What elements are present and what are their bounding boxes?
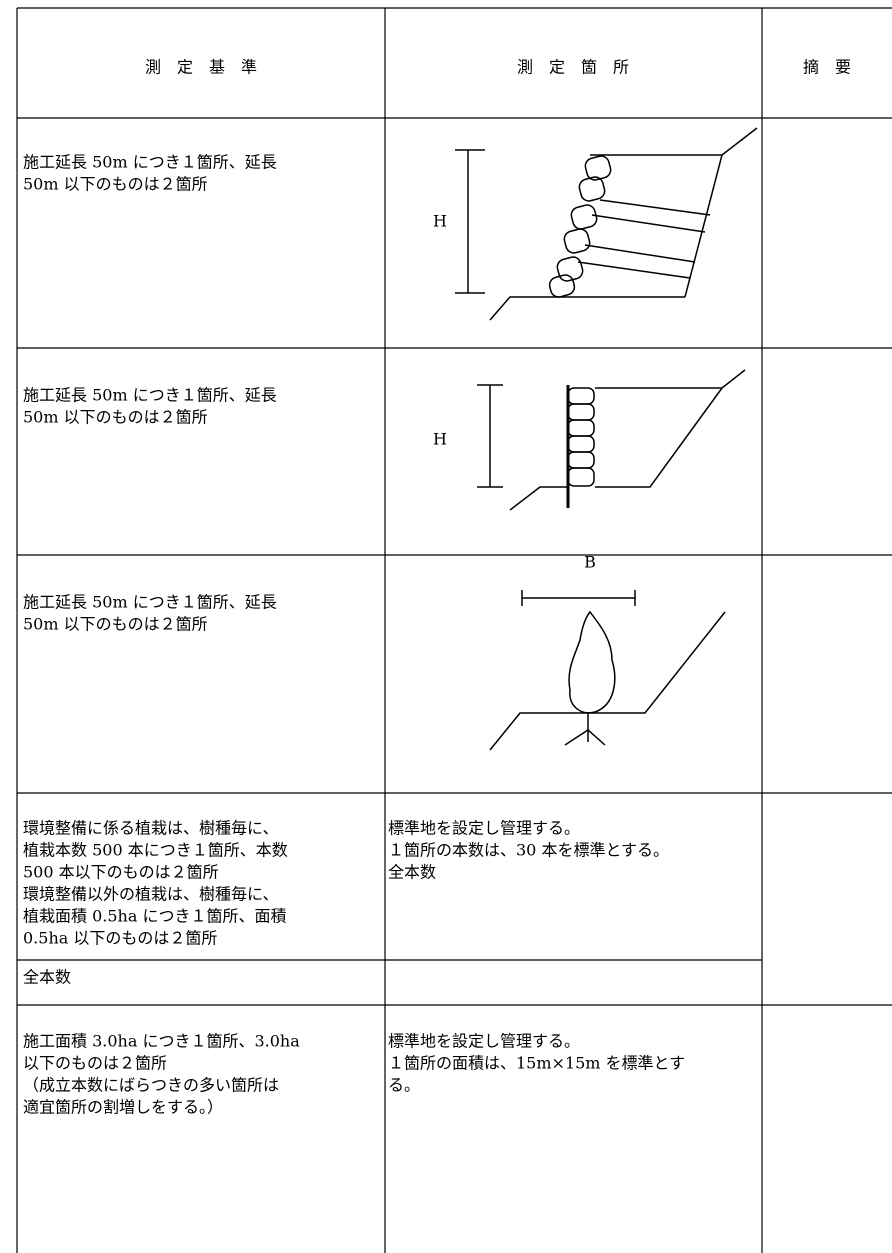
location-line: る。 bbox=[388, 1076, 420, 1095]
criteria-line: 施工延長 50m につき１箇所、延長 bbox=[23, 593, 277, 612]
criteria-line: 適宜箇所の割増しをする。） bbox=[23, 1098, 223, 1117]
criteria-line: 全本数 bbox=[23, 968, 71, 987]
criteria-line: 環境整備に係る植栽は、樹種毎に、 bbox=[23, 819, 279, 838]
location-line: 全本数 bbox=[388, 863, 436, 882]
location-line: 標準地を設定し管理する。 bbox=[388, 1032, 580, 1051]
criteria-line: 施工延長 50m につき１箇所、延長 bbox=[23, 386, 277, 405]
figure-label: H bbox=[433, 430, 447, 449]
figure-tree bbox=[489, 590, 726, 751]
criteria-line: 環境整備以外の植栽は、樹種毎に、 bbox=[23, 885, 279, 904]
criteria-line: 施工延長 50m につき１箇所、延長 bbox=[23, 153, 277, 172]
location-line: １箇所の面積は、15m×15m を標準とす bbox=[388, 1054, 685, 1073]
criteria-line: 施工面積 3.0ha につき１箇所、3.0ha bbox=[23, 1032, 300, 1051]
criteria-line: 以下のものは２箇所 bbox=[23, 1054, 167, 1073]
criteria-line: （成立本数にばらつきの多い箇所は bbox=[23, 1076, 279, 1095]
criteria-line: 50m 以下のものは２箇所 bbox=[23, 615, 208, 634]
figure-gabion-slope bbox=[455, 127, 758, 321]
header-cell: 摘 要 bbox=[803, 58, 851, 77]
criteria-line: 50m 以下のものは２箇所 bbox=[23, 175, 208, 194]
criteria-line: 植栽本数 500 本につき１箇所、本数 bbox=[23, 841, 288, 860]
location-line: 標準地を設定し管理する。 bbox=[388, 819, 580, 838]
table-grid bbox=[16, 7, 892, 1253]
criteria-line: 50m 以下のものは２箇所 bbox=[23, 408, 208, 427]
header-cell: 測 定 基 準 bbox=[145, 58, 257, 77]
criteria-line: 0.5ha 以下のものは２箇所 bbox=[23, 929, 217, 948]
location-line: １箇所の本数は、30 本を標準とする。 bbox=[388, 841, 669, 860]
figure-gabion-vertical bbox=[477, 369, 746, 511]
figure-label: B bbox=[584, 553, 596, 572]
header-cell: 測 定 箇 所 bbox=[517, 58, 629, 77]
criteria-line: 500 本以下のものは２箇所 bbox=[23, 863, 219, 882]
criteria-line: 植栽面積 0.5ha につき１箇所、面積 bbox=[23, 907, 286, 926]
figure-label: H bbox=[433, 212, 447, 231]
